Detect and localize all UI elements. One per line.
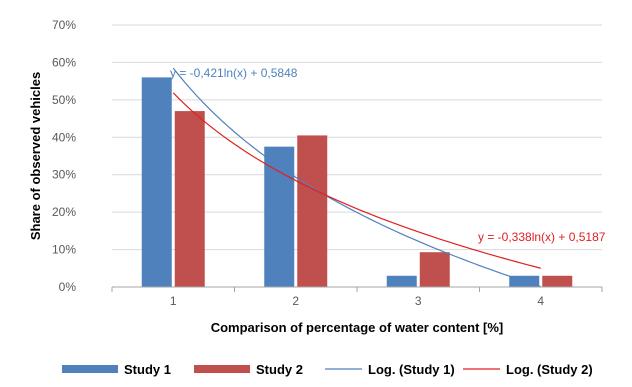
y-tick-label: 20% [52,205,76,219]
legend-label-study-2: Study 2 [256,362,303,377]
bar-study-1-cat-1 [141,77,172,288]
y-tick-label: 60% [52,55,76,69]
bars [141,77,573,288]
legend-label-trend-2: Log. (Study 2) [506,362,593,377]
y-tick-label: 40% [52,130,76,144]
bar-study-2-cat-2 [297,135,328,287]
bar-study-2-cat-1 [174,111,205,287]
legend-swatch-study-2 [194,365,250,373]
y-axis-ticks: 0% 10% 20% 30% 40% 50% 60% 70% [52,18,76,294]
legend-swatch-study-1 [62,365,118,373]
y-tick-label: 0% [59,280,77,294]
x-axis-title: Comparison of percentage of water conten… [211,320,504,335]
x-tick-label: 2 [292,294,299,308]
legend-label-study-1: Study 1 [124,362,171,377]
legend-label-trend-1: Log. (Study 1) [368,362,455,377]
y-tick-label: 30% [52,168,76,182]
x-tick-label: 4 [537,294,544,308]
trendline-2-equation: y = -0,338ln(x) + 0,5187 [478,230,606,244]
y-tick-label: 10% [52,243,76,257]
trendline-1-equation: y = -0,421ln(x) + 0,5848 [170,66,298,80]
trendlines [172,67,541,288]
bar-study-2-cat-3 [419,252,450,287]
trendline-2 [172,92,541,269]
x-axis-ticks: 1 2 3 4 [111,287,603,308]
y-axis-title: Share of observed vehicles [28,72,43,240]
y-tick-label: 70% [52,18,76,32]
x-tick-label: 3 [415,294,422,308]
x-tick-label: 1 [170,294,177,308]
y-tick-label: 50% [52,93,76,107]
bar-study-2-cat-4 [542,275,573,287]
legend: Study 1 Study 2 Log. (Study 1) Log. (Stu… [62,362,593,377]
trendline-1 [172,67,541,288]
bar-study-1-cat-2 [264,146,295,287]
bar-study-1-cat-3 [386,275,417,287]
